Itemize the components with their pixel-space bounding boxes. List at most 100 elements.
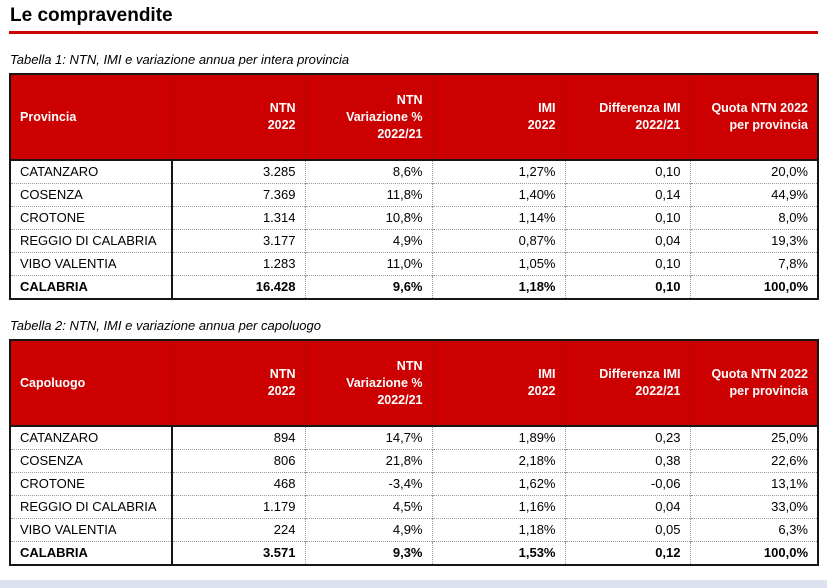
col-header-imi-2022: IMI 2022: [431, 340, 565, 427]
row-label-cell: COSENZA: [10, 449, 172, 473]
value-cell: 16.428: [171, 275, 305, 299]
value-cell: 3.285: [171, 159, 305, 184]
value-cell: 1,18%: [431, 518, 565, 542]
value-cell: 11,0%: [304, 252, 432, 276]
row-label-cell: CROTONE: [10, 206, 172, 230]
col-header-capoluogo: Capoluogo: [10, 340, 172, 427]
value-cell: 7,8%: [689, 252, 818, 276]
table-header: Provincia NTN 2022 NTN Variazione % 2022…: [10, 74, 818, 161]
table-body: CATANZARO 894 14,7% 1,89% 0,23 25,0% COSENZA 80…: [10, 425, 818, 565]
value-cell: 1.314: [171, 206, 305, 230]
value-cell: 1,14%: [431, 206, 565, 230]
col-header-ntn-variazione: NTN Variazione % 2022/21: [304, 74, 432, 161]
value-cell: 0,87%: [431, 229, 565, 253]
value-cell: 1,16%: [431, 495, 565, 519]
value-cell: 8,0%: [689, 206, 818, 230]
col-header-ntn-2022: NTN 2022: [171, 74, 305, 161]
value-cell: 3.571: [171, 541, 305, 565]
value-cell: 1,53%: [431, 541, 565, 565]
row-label-cell: CATANZARO: [10, 159, 172, 184]
value-cell: 100,0%: [689, 275, 818, 299]
table-row: REGGIO DI CALABRIA 1.179 4,5% 1,16% 0,04 33,0…: [10, 495, 818, 519]
value-cell: 10,8%: [304, 206, 432, 230]
value-cell: 1,27%: [431, 159, 565, 184]
row-label-cell: CATANZARO: [10, 425, 172, 450]
table-total-row: CALABRIA 3.571 9,3% 1,53% 0,12 100,0%: [10, 541, 818, 565]
value-cell: 1,40%: [431, 183, 565, 207]
value-cell: 19,3%: [689, 229, 818, 253]
col-header-differenza-imi: Differenza IMI 2022/21: [564, 74, 690, 161]
value-cell: 100,0%: [689, 541, 818, 565]
value-cell: 8,6%: [304, 159, 432, 184]
table-row: VIBO VALENTIA 224 4,9% 1,18% 0,05 6,3%: [10, 518, 818, 542]
row-label-cell: CALABRIA: [10, 541, 172, 565]
row-label-cell: CALABRIA: [10, 275, 172, 299]
table-section-capoluogo: Tabella 2: NTN, IMI e variazione annua p…: [0, 318, 827, 566]
row-label-cell: REGGIO DI CALABRIA: [10, 229, 172, 253]
col-header-provincia: Provincia: [10, 74, 172, 161]
value-cell: 0,04: [564, 229, 690, 253]
value-cell: 1,62%: [431, 472, 565, 496]
value-cell: 7.369: [171, 183, 305, 207]
table-body: CATANZARO 3.285 8,6% 1,27% 0,10 20,0% COSENZA 7…: [10, 159, 818, 299]
row-label-cell: COSENZA: [10, 183, 172, 207]
value-cell: 4,9%: [304, 518, 432, 542]
value-cell: 20,0%: [689, 159, 818, 184]
value-cell: 0,14: [564, 183, 690, 207]
value-cell: 0,23: [564, 425, 690, 450]
value-cell: 1.283: [171, 252, 305, 276]
value-cell: 806: [171, 449, 305, 473]
header-row: Provincia NTN 2022 NTN Variazione % 2022…: [10, 74, 818, 161]
value-cell: 25,0%: [689, 425, 818, 450]
value-cell: 6,3%: [689, 518, 818, 542]
table-row: VIBO VALENTIA 1.283 11,0% 1,05% 0,10 7,8%: [10, 252, 818, 276]
table1-caption: Tabella 1: NTN, IMI e variazione annua p…: [10, 52, 350, 67]
col-header-quota-ntn: Quota NTN 2022 per provincia: [689, 74, 818, 161]
header-row: Capoluogo NTN 2022 NTN Variazione % 2022…: [10, 340, 818, 427]
value-cell: 4,9%: [304, 229, 432, 253]
value-cell: 9,6%: [304, 275, 432, 299]
value-cell: -0,06: [564, 472, 690, 496]
table-row: COSENZA 7.369 11,8% 1,40% 0,14 44,9%: [10, 183, 818, 207]
value-cell: 1.179: [171, 495, 305, 519]
value-cell: 44,9%: [689, 183, 818, 207]
table-capoluogo: Capoluogo NTN 2022 NTN Variazione % 2022…: [9, 339, 819, 566]
value-cell: 13,1%: [689, 472, 818, 496]
value-cell: 21,8%: [304, 449, 432, 473]
value-cell: 0,10: [564, 206, 690, 230]
report-page: Le compravendite Tabella 1: NTN, IMI e v…: [0, 3, 827, 566]
col-header-ntn-2022: NTN 2022: [171, 340, 305, 427]
table-row: COSENZA 806 21,8% 2,18% 0,38 22,6%: [10, 449, 818, 473]
value-cell: 33,0%: [689, 495, 818, 519]
row-label-cell: VIBO VALENTIA: [10, 518, 172, 542]
value-cell: 1,18%: [431, 275, 565, 299]
table-section-provincia: Tabella 1: NTN, IMI e variazione annua p…: [0, 52, 827, 300]
value-cell: 894: [171, 425, 305, 450]
row-label-cell: VIBO VALENTIA: [10, 252, 172, 276]
value-cell: 468: [171, 472, 305, 496]
value-cell: 3.177: [171, 229, 305, 253]
table-row: CROTONE 468 -3,4% 1,62% -0,06 13,1%: [10, 472, 818, 496]
col-header-imi-2022: IMI 2022: [431, 74, 565, 161]
col-header-differenza-imi: Differenza IMI 2022/21: [564, 340, 690, 427]
value-cell: 0,04: [564, 495, 690, 519]
table-provincia: Provincia NTN 2022 NTN Variazione % 2022…: [9, 73, 819, 300]
value-cell: 14,7%: [304, 425, 432, 450]
value-cell: 11,8%: [304, 183, 432, 207]
table-row: CROTONE 1.314 10,8% 1,14% 0,10 8,0%: [10, 206, 818, 230]
table-header: Capoluogo NTN 2022 NTN Variazione % 2022…: [10, 340, 818, 427]
table-row: CATANZARO 894 14,7% 1,89% 0,23 25,0%: [10, 425, 818, 450]
row-label-cell: CROTONE: [10, 472, 172, 496]
next-section-edge: [0, 580, 827, 588]
value-cell: 1,89%: [431, 425, 565, 450]
value-cell: 2,18%: [431, 449, 565, 473]
title-rule: [9, 31, 818, 34]
value-cell: 0,05: [564, 518, 690, 542]
table-total-row: CALABRIA 16.428 9,6% 1,18% 0,10 100,0%: [10, 275, 818, 299]
value-cell: 22,6%: [689, 449, 818, 473]
value-cell: -3,4%: [304, 472, 432, 496]
value-cell: 4,5%: [304, 495, 432, 519]
table-row: REGGIO DI CALABRIA 3.177 4,9% 0,87% 0,04 19,3…: [10, 229, 818, 253]
value-cell: 224: [171, 518, 305, 542]
table2-caption: Tabella 2: NTN, IMI e variazione annua p…: [10, 318, 321, 333]
